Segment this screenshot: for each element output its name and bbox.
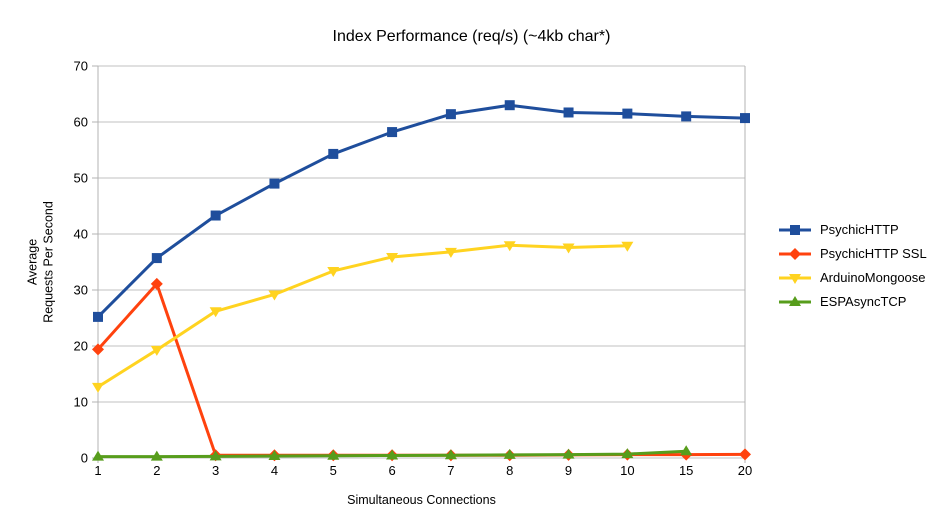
square-marker-icon [790,224,800,235]
legend-item-arduinomongoose: ArduinoMongoose [778,270,927,285]
triangle-down-marker-icon [327,266,340,277]
x-tick-label: 5 [330,463,337,478]
square-marker-icon [210,210,221,221]
diamond-marker-icon [789,247,801,260]
legend-item-psychichttp-ssl: PsychicHTTP SSL [778,246,927,261]
y-tick-label: 0 [81,451,88,466]
triangle-up-marker-icon [444,449,457,460]
square-marker-icon [269,178,280,189]
triangle-up-marker-icon [789,295,801,306]
square-marker-icon [681,111,692,122]
legend-item-espasynctcp: ESPAsyncTCP [778,294,927,309]
diamond-marker-icon [92,343,104,356]
triangle-up-marker-icon [327,449,340,460]
triangle-down-marker-icon [562,243,575,254]
series-psychichttp-ssl [92,277,751,462]
y-tick-label: 30 [74,283,88,298]
x-tick-label: 20 [738,463,752,478]
series-arduinomongoose [92,241,634,393]
triangle-down-marker-icon [503,241,516,252]
square-marker-icon [504,100,515,111]
square-marker-icon [445,109,456,120]
square-marker-icon [93,311,103,322]
diamond-marker-icon [739,448,751,461]
diamond-marker-icon [150,277,163,290]
x-tick-label: 10 [620,463,634,478]
legend-label: ArduinoMongoose [820,270,926,285]
x-tick-label: 9 [565,463,572,478]
triangle-down-marker-icon [386,252,399,263]
y-tick-label: 70 [74,59,88,74]
triangle-down-marker-icon [621,241,634,252]
x-tick-label: 7 [447,463,454,478]
x-tick-label: 4 [271,463,278,478]
series-espasynctcp [92,445,693,461]
chart-title: Index Performance (req/s) (~4kb char*) [332,28,611,45]
legend-square-icon [779,224,811,235]
x-tick-label: 15 [679,463,693,478]
x-tick-label: 1 [94,463,101,478]
series-line-psychichttp [96,103,746,318]
triangle-up-marker-icon [150,450,163,461]
x-tick-label: 6 [388,463,395,478]
legend-label: PsychicHTTP [820,222,899,237]
y-tick-label: 10 [74,395,88,410]
chart-legend: PsychicHTTP PsychicHTTP SSL ArduinoMongoos… [778,222,927,309]
x-tick-label: 8 [506,463,513,478]
x-tick-label: 3 [212,463,219,478]
triangle-up-marker-icon [680,445,693,456]
y-tick-label: 60 [74,115,88,130]
triangle-up-marker-icon [209,450,222,461]
square-marker-icon [151,253,162,264]
triangle-down-marker-icon [92,382,104,393]
y-axis-title: Average Requests Per Second [25,201,55,323]
x-tick-label: 2 [153,463,160,478]
y-tick-label: 50 [74,171,88,186]
legend-label: ESPAsyncTCP [820,294,907,309]
triangle-down-marker-icon [209,307,222,318]
square-marker-icon [740,113,750,124]
triangle-up-marker-icon [386,449,399,460]
series-line-psychichttp-ssl [96,282,746,457]
y-tick-label: 40 [74,227,88,242]
legend-triangle-down-icon [779,273,811,284]
y-tick-label: 20 [74,339,88,354]
series-psychichttp [93,100,750,322]
triangle-down-marker-icon [444,247,457,258]
legend-diamond-icon [779,247,811,260]
square-marker-icon [328,148,339,159]
triangle-up-marker-icon [562,448,575,459]
square-marker-icon [563,107,574,118]
triangle-down-marker-icon [150,345,163,356]
triangle-up-marker-icon [268,450,281,461]
legend-item-psychichttp: PsychicHTTP [778,222,927,237]
legend-triangle-up-icon [779,295,811,306]
triangle-up-marker-icon [92,450,104,461]
triangle-up-marker-icon [621,448,634,459]
triangle-down-marker-icon [268,290,281,301]
series-line-arduinomongoose [97,243,628,389]
square-marker-icon [387,127,398,138]
x-axis-title: Simultaneous Connections [347,493,496,507]
square-marker-icon [622,108,633,119]
legend-label: PsychicHTTP SSL [820,246,927,261]
triangle-up-marker-icon [503,448,516,459]
triangle-down-marker-icon [789,273,801,284]
